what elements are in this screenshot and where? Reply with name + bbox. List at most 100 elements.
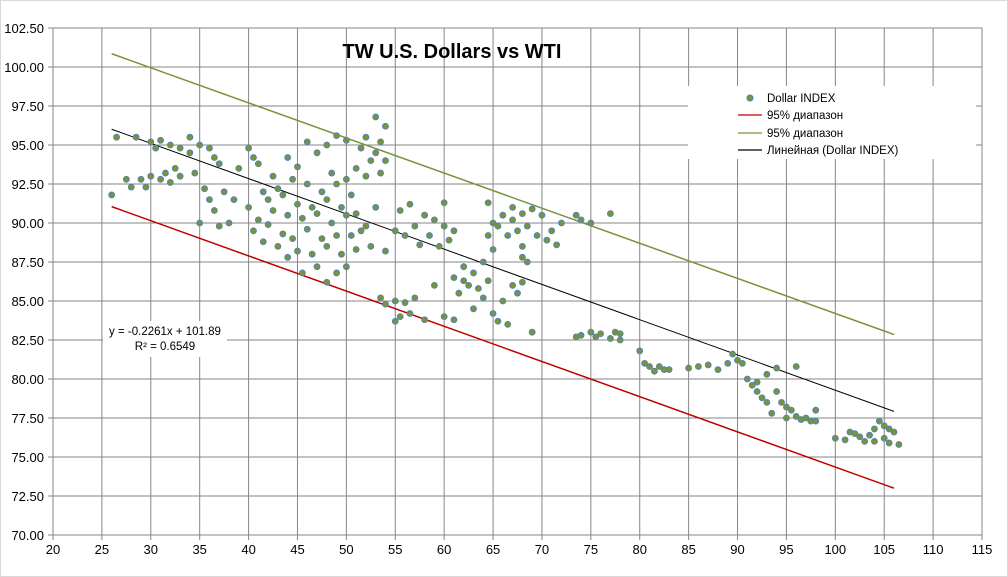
data-point <box>763 398 771 406</box>
legend: Dollar INDEX 95% диапазон 95% диапазон Л… <box>688 86 976 159</box>
data-point <box>269 172 277 180</box>
data-point <box>655 363 663 370</box>
data-point <box>597 330 605 338</box>
data-point <box>342 263 350 271</box>
data-point <box>607 335 614 342</box>
data-point <box>504 232 512 239</box>
data-point <box>831 434 839 442</box>
data-point <box>186 149 194 157</box>
y-tick-label: 75.00 <box>11 450 44 465</box>
data-point <box>470 269 477 277</box>
data-point <box>220 188 228 196</box>
legend-label-95-upper: 95% диапазон <box>767 128 843 140</box>
data-point <box>514 227 521 235</box>
data-point <box>191 169 199 177</box>
data-point <box>773 364 781 372</box>
data-point <box>518 278 526 286</box>
x-tick-label: 40 <box>241 542 255 557</box>
data-points <box>108 113 903 448</box>
data-point <box>352 246 360 253</box>
x-tick-label: 25 <box>95 542 109 557</box>
x-tick-label: 70 <box>535 542 549 557</box>
x-tick-label: 55 <box>388 542 402 557</box>
data-point <box>734 356 741 364</box>
data-point <box>509 203 517 211</box>
data-point <box>651 367 658 375</box>
data-point <box>147 172 155 180</box>
data-point <box>308 203 316 211</box>
data-point <box>328 169 336 177</box>
linear-trendline <box>111 128 895 412</box>
y-tick-label: 102.50 <box>4 21 44 36</box>
data-point <box>127 183 135 191</box>
data-point <box>685 364 693 372</box>
data-point <box>499 297 507 305</box>
data-point <box>323 141 331 149</box>
lines <box>111 53 895 489</box>
data-point <box>440 313 448 321</box>
data-point <box>812 417 820 425</box>
data-point <box>367 242 375 250</box>
data-point <box>499 211 507 219</box>
legend-label-linear-trend: Линейная (Dollar INDEX) <box>767 145 899 157</box>
data-point <box>323 196 331 204</box>
data-point <box>812 406 820 414</box>
data-point <box>641 359 649 367</box>
legend-label-dollar-index: Dollar INDEX <box>767 93 836 105</box>
data-point <box>426 232 433 239</box>
data-point <box>616 330 624 338</box>
data-point <box>861 437 869 445</box>
data-point <box>406 200 414 208</box>
data-point <box>122 175 130 183</box>
data-point <box>435 242 443 250</box>
y-tick-label: 70.00 <box>11 528 44 543</box>
data-point <box>460 263 468 271</box>
data-point <box>142 183 150 191</box>
x-tick-label: 110 <box>923 542 944 557</box>
trendline-label-box <box>103 321 227 357</box>
data-point <box>739 359 746 367</box>
data-point <box>210 154 218 161</box>
data-point <box>215 222 223 230</box>
data-point <box>465 281 473 289</box>
data-point <box>665 366 673 374</box>
data-point <box>885 439 893 447</box>
data-point <box>743 375 751 383</box>
data-point <box>289 235 296 243</box>
data-point <box>753 388 761 395</box>
y-tick-label: 97.50 <box>11 99 44 114</box>
data-point <box>318 235 326 243</box>
y-tick-label: 72.50 <box>11 489 44 504</box>
data-point <box>450 274 458 282</box>
data-point <box>254 216 262 224</box>
data-point <box>880 422 888 430</box>
data-point <box>342 136 350 144</box>
data-point <box>338 203 345 211</box>
data-point <box>543 236 551 244</box>
y-tick-label: 85.00 <box>11 294 44 309</box>
data-point <box>323 278 331 286</box>
tick-labels: 20 25 30 35 40 45 50 55 60 65 70 75 80 85 90 95 100 105 11… <box>4 21 992 557</box>
x-tick-label: 65 <box>486 542 500 557</box>
legend-label-95-lower: 95% диапазон <box>767 110 843 122</box>
data-point <box>406 310 414 317</box>
data-point <box>758 394 766 402</box>
data-point <box>518 242 526 250</box>
y-tick-label: 95.00 <box>11 138 44 153</box>
data-point <box>528 328 536 336</box>
data-point <box>871 425 878 433</box>
data-point <box>391 317 399 325</box>
data-point <box>787 406 795 414</box>
data-point <box>445 236 453 244</box>
data-point <box>259 238 267 246</box>
data-point <box>274 242 282 250</box>
x-tick-label: 30 <box>144 542 158 557</box>
data-point <box>460 277 468 285</box>
data-point <box>607 210 614 218</box>
data-point <box>372 113 380 121</box>
data-point <box>157 175 164 183</box>
data-point <box>450 316 458 324</box>
data-point <box>333 132 340 140</box>
data-point <box>518 253 526 261</box>
x-tick-label: 20 <box>46 542 60 557</box>
